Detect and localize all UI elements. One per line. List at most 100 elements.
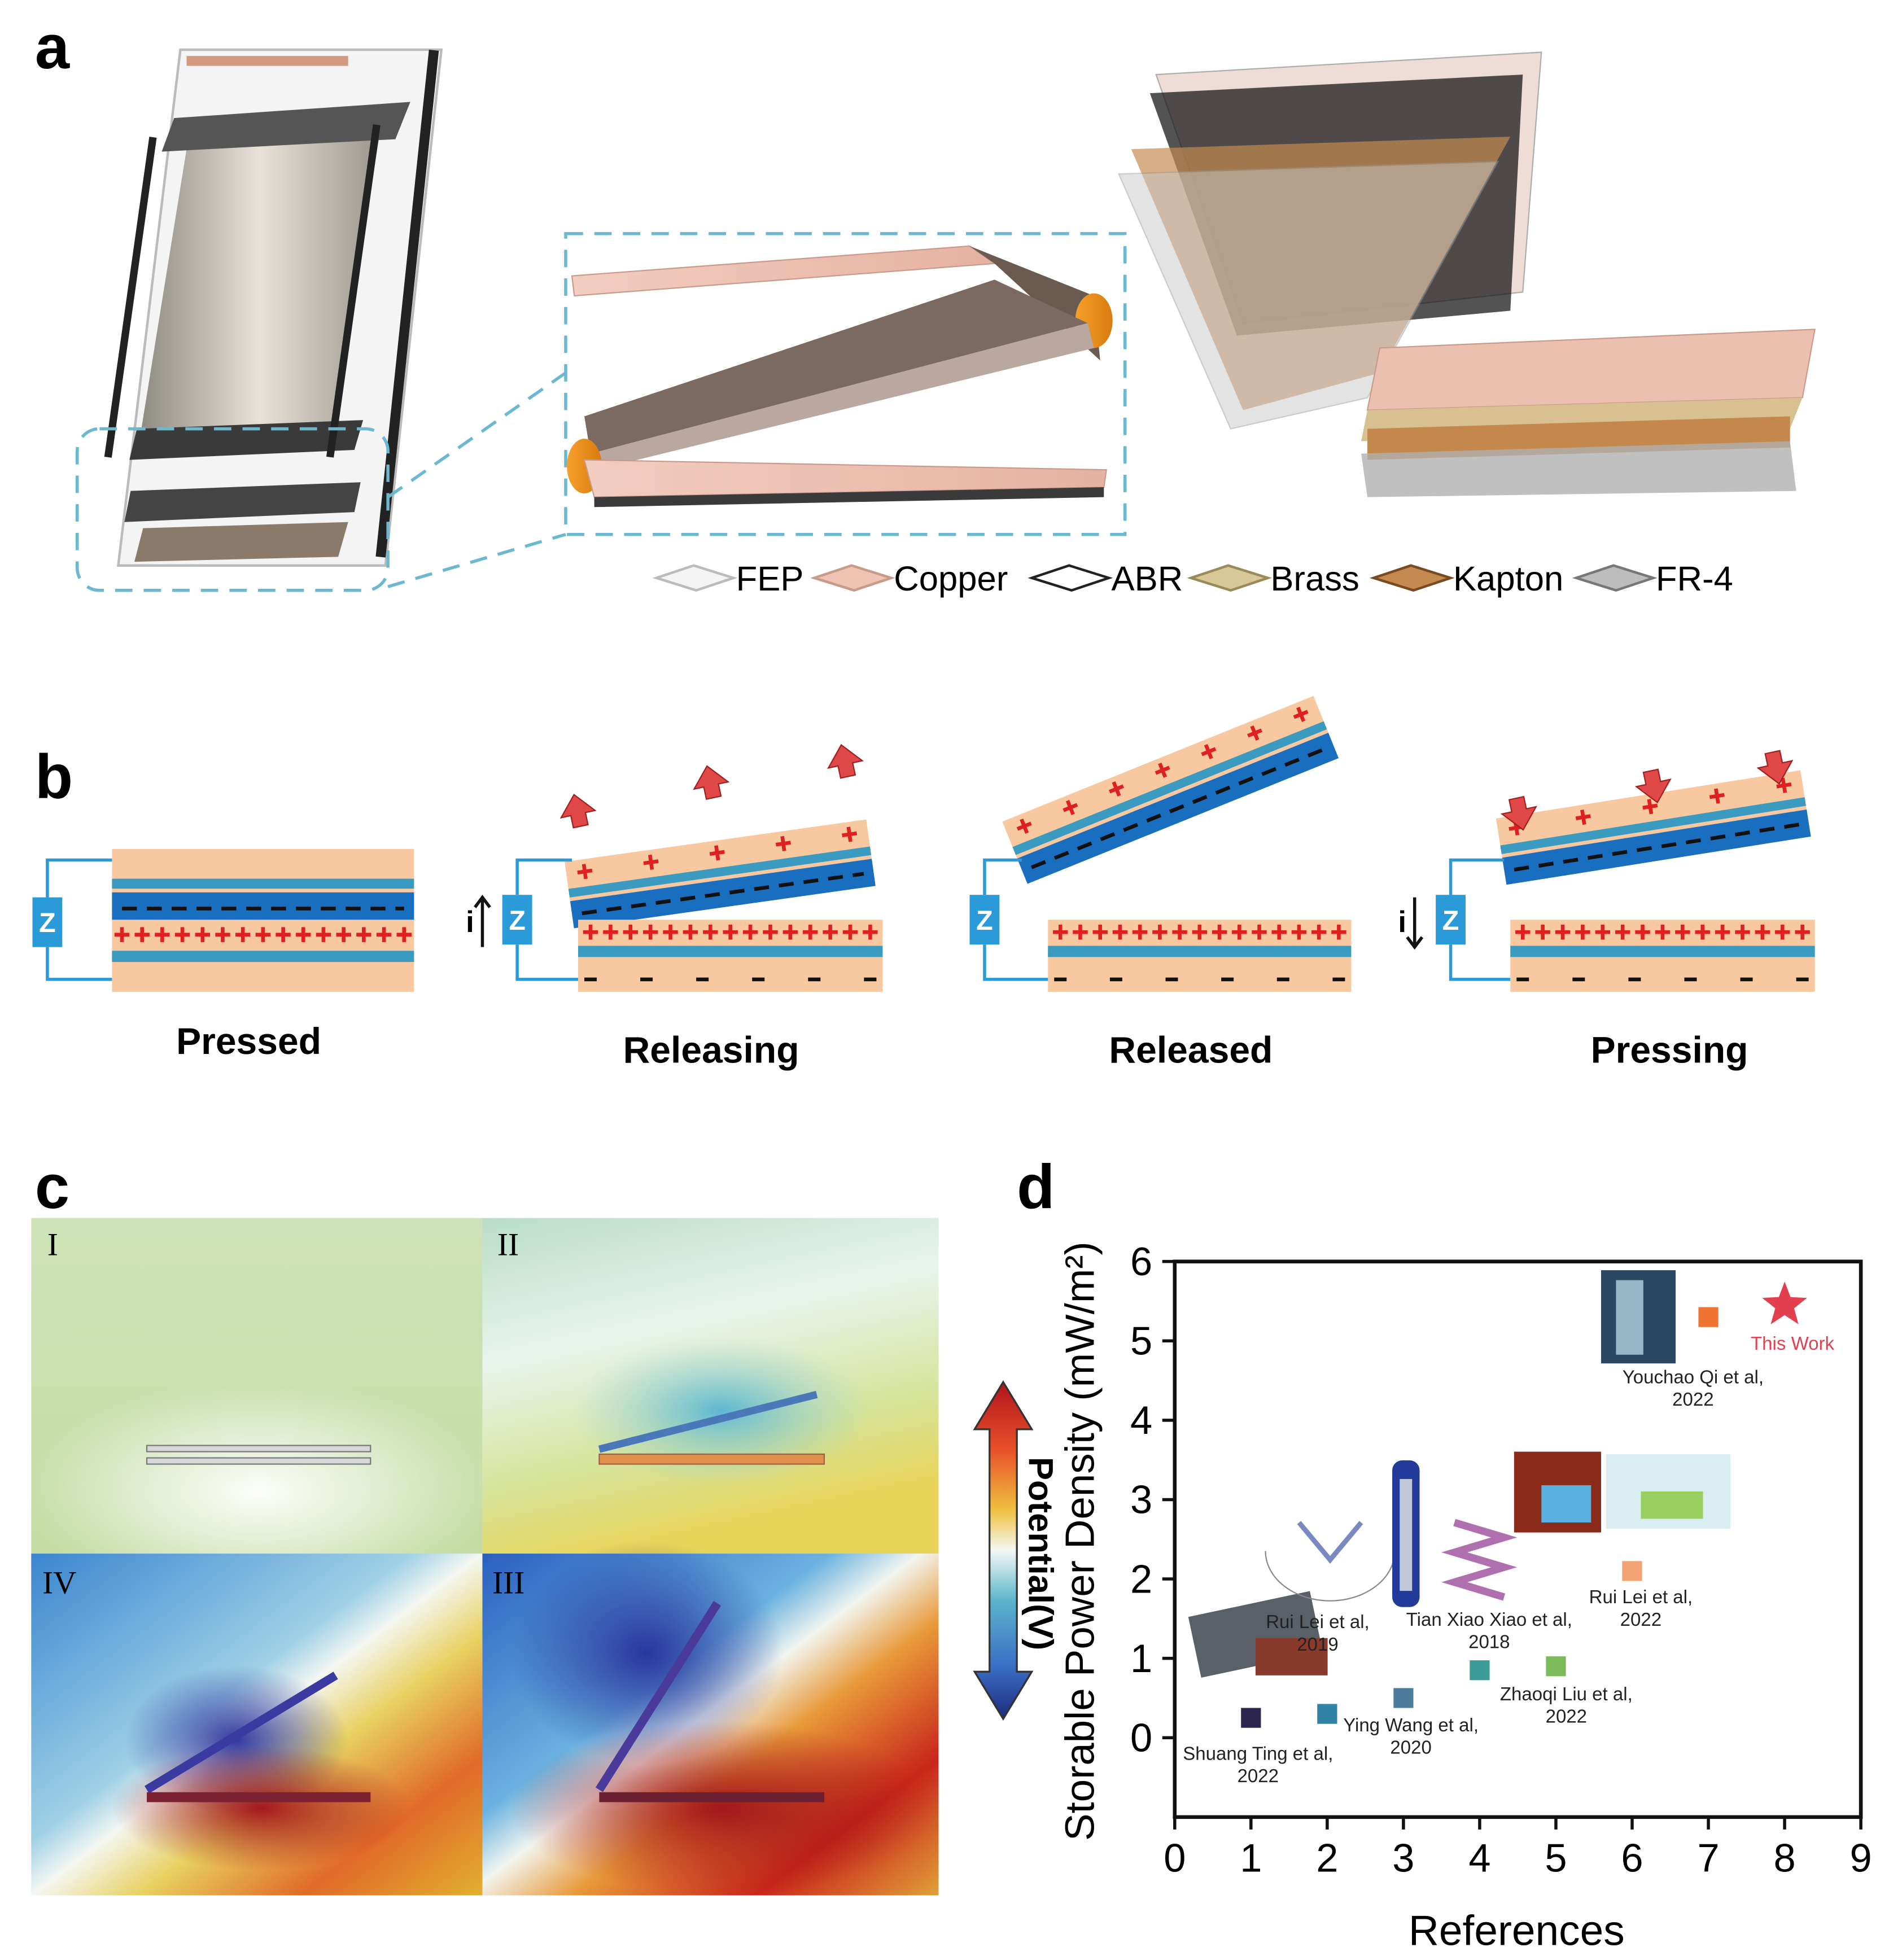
square-point xyxy=(1393,1688,1414,1708)
x-tick-label: 9 xyxy=(1850,1836,1872,1880)
positive-charge xyxy=(842,925,858,940)
positive-charge xyxy=(1715,925,1730,940)
y-axis-label: Storable Power Density (mW/m²) xyxy=(1057,1241,1103,1841)
point-label: Ying Wang et al, xyxy=(1343,1714,1479,1735)
y-tick-label: 0 xyxy=(1130,1715,1152,1760)
positive-charge xyxy=(316,927,331,942)
bottom-electrode xyxy=(1510,920,1815,992)
positive-charge xyxy=(1212,925,1227,940)
point-label: 2019 xyxy=(1297,1634,1338,1655)
square-point xyxy=(1317,1704,1337,1724)
load-label: Z xyxy=(1442,905,1459,936)
positive-charge xyxy=(763,925,778,940)
pressed-stack xyxy=(112,848,414,992)
star-point xyxy=(1762,1281,1807,1324)
point-label: Youchao Qi et al, xyxy=(1623,1366,1764,1387)
positive-charge xyxy=(1155,763,1170,778)
positive-charge xyxy=(1675,925,1690,940)
material-legend: FEP Copper ABR Brass Kapton FR-4 xyxy=(652,559,1733,598)
positive-charge xyxy=(703,925,718,940)
bottom-electrode xyxy=(578,920,883,992)
legend-label: ABR xyxy=(1112,559,1183,598)
y-tick-label: 5 xyxy=(1130,1318,1152,1363)
top-electrode xyxy=(1496,770,1811,885)
state-label: Pressing xyxy=(1591,1029,1748,1070)
positive-charge xyxy=(1112,925,1128,940)
x-tick-label: 4 xyxy=(1468,1836,1490,1880)
positive-charge xyxy=(683,925,698,940)
colorbar-label: Potential(V) xyxy=(1021,1457,1060,1650)
positive-charge xyxy=(1132,925,1148,940)
x-tick-label: 7 xyxy=(1697,1836,1719,1880)
circuit-wire xyxy=(46,858,112,981)
point-label: Rui Lei et al, xyxy=(1589,1586,1693,1607)
legend-swatch xyxy=(652,564,738,592)
positive-charge xyxy=(376,927,392,942)
x-tick-label: 3 xyxy=(1392,1836,1414,1880)
circuit-wire xyxy=(1449,858,1511,981)
legend-label: Kapton xyxy=(1453,559,1563,598)
positive-charge xyxy=(296,927,311,942)
subplot-label: III xyxy=(492,1565,524,1601)
x-tick-label: 0 xyxy=(1164,1836,1186,1880)
legend-swatch xyxy=(1027,564,1113,592)
tribo-layer xyxy=(570,859,876,929)
panel-letter: a xyxy=(35,12,70,82)
y-tick-label: 4 xyxy=(1130,1398,1152,1442)
positive-charge xyxy=(1192,925,1208,940)
plot-frame xyxy=(1173,1259,1863,1819)
x-tick-label: 8 xyxy=(1773,1836,1795,1880)
positive-charge xyxy=(1232,925,1247,940)
positive-charge xyxy=(709,845,725,861)
top-electrode xyxy=(565,819,876,929)
load-label: Z xyxy=(976,905,993,936)
current-label: i xyxy=(1398,905,1406,939)
positive-charge xyxy=(1247,725,1262,741)
legend-swatch xyxy=(1369,564,1455,592)
force-arrow xyxy=(693,765,730,800)
positive-charge xyxy=(803,925,818,940)
device-render xyxy=(75,48,1816,592)
positive-charge xyxy=(823,925,838,940)
positive-charge xyxy=(114,927,130,942)
tribo-layer xyxy=(1502,809,1811,885)
legend-swatch xyxy=(1187,564,1273,592)
circuit-wire xyxy=(983,858,1048,981)
square-point xyxy=(1546,1656,1566,1677)
point-label: 2022 xyxy=(1238,1765,1279,1786)
positive-charge xyxy=(1053,925,1068,940)
dielectric-layer xyxy=(578,946,883,957)
positive-charge xyxy=(1073,925,1088,940)
x-tick-label: 2 xyxy=(1316,1836,1338,1880)
positive-charge xyxy=(1776,777,1792,793)
positive-charge xyxy=(1201,744,1217,759)
dielectric-layer xyxy=(112,951,414,963)
y-tick-label: 6 xyxy=(1130,1239,1152,1284)
positive-charge xyxy=(1695,925,1710,940)
reference-thumbnails xyxy=(1188,1270,1730,1678)
positive-charge xyxy=(1795,925,1810,940)
positive-charge xyxy=(1293,707,1309,723)
legend-label: FEP xyxy=(736,559,804,598)
positive-charge xyxy=(1291,925,1307,940)
positive-charge xyxy=(577,864,593,880)
positive-charge xyxy=(336,927,351,942)
positive-charge xyxy=(235,927,251,942)
subplot-label: I xyxy=(47,1227,58,1263)
positive-charge xyxy=(1152,925,1168,940)
positive-charge xyxy=(174,927,190,942)
electrode-layer xyxy=(1496,770,1809,870)
square-point xyxy=(1622,1561,1642,1581)
positive-charge xyxy=(1515,925,1531,940)
positive-charge xyxy=(134,927,150,942)
point-label: 2022 xyxy=(1672,1389,1713,1410)
point-label: Tian Xiao Xiao et al, xyxy=(1406,1609,1572,1630)
positive-charge xyxy=(643,854,659,870)
point-label: 2018 xyxy=(1468,1631,1510,1652)
positive-charge xyxy=(215,927,230,942)
panel-letter: d xyxy=(1017,1152,1055,1222)
positive-charge xyxy=(195,927,211,942)
legend-label: Copper xyxy=(894,559,1008,598)
positive-charge xyxy=(276,927,291,942)
